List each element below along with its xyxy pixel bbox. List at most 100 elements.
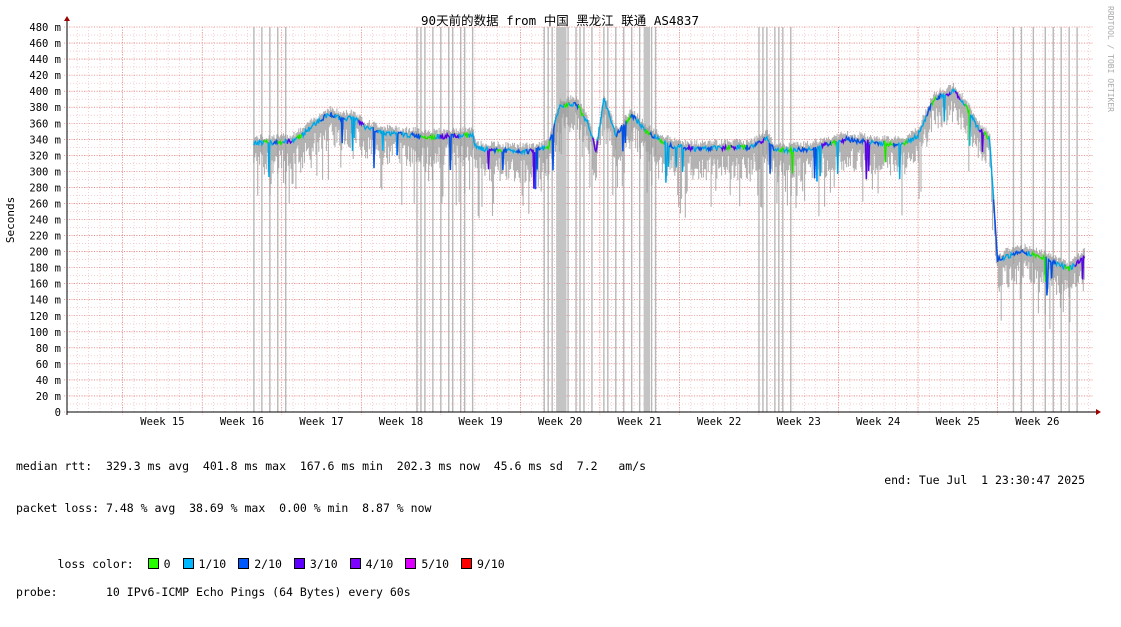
- legend-packet-loss: packet loss: 7.48 % avg 38.69 % max 0.00…: [16, 501, 432, 515]
- median-rtt-segment: [429, 132, 436, 142]
- median-rtt-segment: [573, 102, 580, 111]
- median-rtt-segment: [701, 144, 708, 153]
- y-tick-label: 140 m: [29, 295, 61, 307]
- median-rtt-segment: [448, 133, 456, 171]
- median-rtt-segment: [591, 137, 599, 154]
- median-rtt-segment: [883, 140, 890, 163]
- y-tick-label: 300 m: [29, 166, 61, 178]
- median-rtt-segment: [477, 144, 484, 151]
- median-rtt-segment: [964, 103, 971, 146]
- median-rtt-segment: [968, 113, 976, 146]
- median-rtt-segment: [515, 147, 522, 155]
- median-rtt-segment: [472, 136, 479, 151]
- x-tick-label: Week 19: [458, 416, 502, 428]
- median-rtt-segment: [310, 121, 317, 129]
- median-rtt-segment: [568, 102, 575, 107]
- median-rtt-segment: [420, 134, 427, 139]
- median-rtt-segment: [902, 138, 908, 147]
- median-rtt-segment: [1016, 249, 1023, 255]
- y-tick-label: 320 m: [29, 150, 61, 162]
- median-rtt-segment: [558, 103, 565, 109]
- median-rtt-segment: [511, 148, 517, 155]
- y-tick-label: 160 m: [29, 279, 61, 291]
- median-rtt-segment: [377, 129, 384, 151]
- median-rtt-segment: [816, 143, 823, 182]
- watermark: RRDTOOL / TOBI OETIKER: [1106, 6, 1115, 112]
- y-tick-label: 460 m: [29, 38, 61, 50]
- median-rtt-segment: [682, 146, 689, 152]
- median-rtt-segment: [353, 116, 360, 138]
- median-rtt-segment: [1050, 258, 1057, 279]
- loss-color-swatch: [461, 558, 473, 569]
- median-rtt-segment: [639, 122, 646, 132]
- median-rtt-segment: [320, 113, 326, 122]
- median-rtt-segment: [930, 95, 937, 107]
- median-rtt-segment: [615, 125, 623, 137]
- median-rtt-segment: [725, 144, 732, 153]
- median-rtt-segment: [1021, 249, 1028, 256]
- x-tick-label: Week 17: [299, 416, 343, 428]
- median-rtt-segment: [253, 139, 260, 146]
- median-rtt-segment: [1012, 250, 1019, 257]
- y-axis-arrow: [64, 16, 70, 21]
- median-rtt-segment: [410, 131, 417, 138]
- median-rtt-segment: [277, 139, 284, 147]
- median-rtt-segment: [949, 87, 956, 95]
- median-rtt-segment: [773, 146, 780, 153]
- loss-smoke: [253, 27, 1078, 412]
- median-rtt-segment: [1002, 253, 1009, 262]
- legend-median-rtt: median rtt: 329.3 ms avg 401.8 ms max 16…: [16, 459, 647, 473]
- median-rtt-segment: [549, 123, 556, 171]
- median-rtt-segment: [744, 144, 751, 152]
- y-tick-labels: 0 20 m 40 m 60 m 80 m 100 m 120 m 140 m 160 m 180…: [29, 22, 61, 419]
- y-tick-label: 340 m: [29, 134, 61, 146]
- loss-color-item: 3/10: [293, 557, 338, 571]
- legend: median rtt: 329.3 ms avg 401.8 ms max 16…: [16, 431, 646, 627]
- median-rtt-segment: [935, 92, 942, 101]
- median-rtt-segment: [534, 145, 541, 190]
- median-rtt-segment: [482, 145, 489, 153]
- median-rtt-segment: [486, 147, 494, 170]
- loss-color-swatch: [182, 558, 194, 569]
- median-rtt-segment: [658, 138, 665, 145]
- loss-block: [556, 27, 567, 412]
- median-rtt-segment: [692, 146, 699, 153]
- median-rtt-segment: [754, 140, 760, 147]
- median-rtt-segment: [453, 133, 460, 140]
- median-rtt-segment: [263, 138, 269, 144]
- median-rtt-segment: [339, 115, 346, 144]
- y-tick-label: 360 m: [29, 118, 61, 130]
- median-rtt-segment: [878, 140, 885, 147]
- loss-color-text: 5/10: [421, 557, 450, 571]
- y-tick-label: 420 m: [29, 70, 61, 82]
- median-rtt-segment: [730, 145, 737, 152]
- loss-color-item: 0: [147, 557, 171, 571]
- median-rtt-segment: [1059, 261, 1066, 271]
- median-rtt-segment: [291, 136, 298, 145]
- median-rtt-segment: [344, 115, 350, 122]
- median-rtt-segment: [1054, 261, 1062, 268]
- median-rtt-segment: [807, 145, 813, 151]
- y-tick-label: 40 m: [36, 375, 61, 387]
- median-rtt-segment: [644, 129, 651, 137]
- y-tick-label: 60 m: [36, 359, 61, 371]
- loss-color-item: 5/10: [405, 557, 449, 571]
- median-rtt-segment: [849, 135, 856, 143]
- y-tick-label: 180 m: [29, 263, 61, 275]
- y-tick-label: 280 m: [29, 182, 61, 194]
- y-tick-label: 120 m: [29, 311, 61, 323]
- x-tick-label: Week 24: [856, 416, 900, 428]
- median-rtt-segment: [272, 138, 279, 146]
- median-rtt-segment: [801, 146, 809, 154]
- median-rtt-segment: [863, 139, 871, 180]
- median-rtt-segment: [1074, 258, 1080, 267]
- median-rtt-segment: [434, 134, 441, 140]
- legend-loss-color: loss color: 0 1/10 2/10 3/10 4/10 5/10 9/10: [16, 543, 646, 571]
- loss-color-text: 1/10: [198, 557, 227, 571]
- loss-color-text: 0: [163, 557, 171, 571]
- median-rtt-segment: [1031, 250, 1038, 260]
- y-tick-label: 220 m: [29, 231, 61, 243]
- median-rtt-segment: [372, 127, 379, 169]
- latency-chart: 90天前的数据 from 中国 黑龙江 联通 AS4837 RRDTOOL / …: [4, 6, 1115, 428]
- x-tick-label: Week 15: [140, 416, 184, 428]
